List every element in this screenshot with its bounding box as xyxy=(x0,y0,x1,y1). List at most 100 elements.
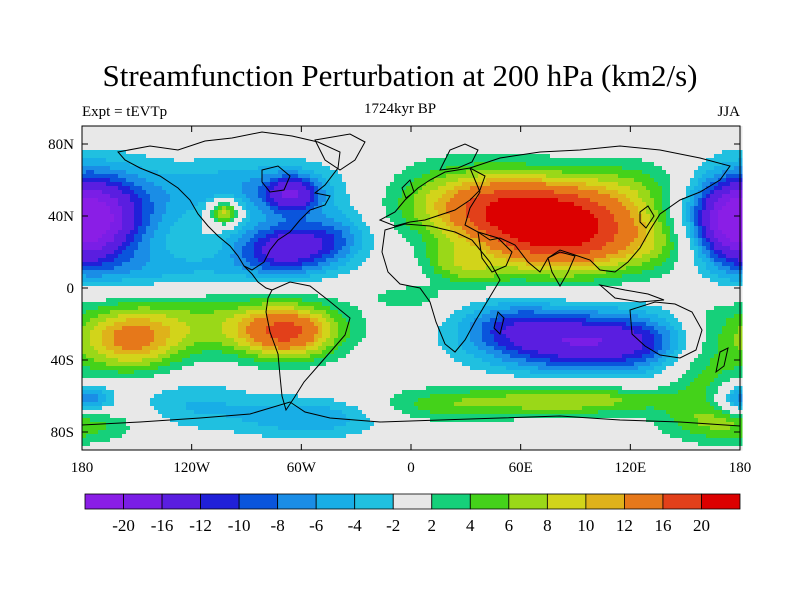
field-cell xyxy=(186,170,191,175)
field-cell xyxy=(174,146,179,151)
field-cell xyxy=(290,266,295,271)
field-cell xyxy=(274,290,279,295)
field-cell xyxy=(278,174,283,179)
field-cell xyxy=(182,398,187,403)
field-cell xyxy=(178,270,183,275)
field-cell xyxy=(198,178,203,183)
field-cell xyxy=(94,398,99,403)
field-cell xyxy=(90,202,95,207)
field-cell xyxy=(82,338,87,343)
field-cell xyxy=(210,142,215,147)
field-cell xyxy=(246,326,251,331)
field-cell xyxy=(314,434,319,439)
field-cell xyxy=(230,238,235,243)
field-cell xyxy=(322,362,327,367)
field-cell xyxy=(110,442,115,447)
field-cell xyxy=(302,406,307,411)
field-cell xyxy=(206,170,211,175)
field-cell xyxy=(122,426,127,431)
field-cell xyxy=(210,174,215,179)
field-cell xyxy=(218,370,223,375)
field-cell xyxy=(206,338,211,343)
field-cell xyxy=(270,134,275,139)
field-cell xyxy=(282,134,287,139)
field-cell xyxy=(106,294,111,299)
field-cell xyxy=(226,286,231,291)
field-cell xyxy=(98,354,103,359)
field-cell xyxy=(82,342,87,347)
field-cell xyxy=(94,362,99,367)
field-cell xyxy=(190,350,195,355)
field-cell xyxy=(82,238,87,243)
field-cell xyxy=(314,374,319,379)
field-cell xyxy=(226,262,231,267)
field-cell xyxy=(186,198,191,203)
field-cell xyxy=(298,146,303,151)
field-cell xyxy=(218,314,223,319)
field-cell xyxy=(110,282,115,287)
field-cell xyxy=(226,150,231,155)
field-cell xyxy=(162,270,167,275)
field-cell xyxy=(198,390,203,395)
field-cell xyxy=(134,350,139,355)
field-cell xyxy=(130,214,135,219)
field-cell xyxy=(298,398,303,403)
field-cell xyxy=(114,406,119,411)
field-cell xyxy=(214,154,219,159)
field-cell xyxy=(282,170,287,175)
field-cell xyxy=(298,394,303,399)
field-cell xyxy=(114,250,119,255)
field-cell xyxy=(322,278,327,283)
field-cell xyxy=(202,306,207,311)
field-cell xyxy=(102,294,107,299)
field-cell xyxy=(294,162,299,167)
field-cell xyxy=(162,218,167,223)
field-cell xyxy=(186,382,191,387)
field-cell xyxy=(306,234,311,239)
field-cell xyxy=(298,426,303,431)
field-cell xyxy=(122,362,127,367)
field-cell xyxy=(178,258,183,263)
field-cell xyxy=(174,250,179,255)
field-cell xyxy=(130,130,135,135)
field-cell xyxy=(82,314,87,319)
field-cell xyxy=(238,150,243,155)
field-cell xyxy=(250,334,255,339)
field-cell xyxy=(254,378,259,383)
field-cell xyxy=(166,250,171,255)
field-cell xyxy=(282,286,287,291)
field-cell xyxy=(266,202,271,207)
field-cell xyxy=(242,150,247,155)
field-cell xyxy=(154,358,159,363)
field-cell xyxy=(174,182,179,187)
field-cell xyxy=(198,262,203,267)
field-cell xyxy=(266,306,271,311)
field-cell xyxy=(226,134,231,139)
field-cell xyxy=(322,330,327,335)
field-cell xyxy=(234,210,239,215)
field-cell xyxy=(302,366,307,371)
field-cell xyxy=(242,206,247,211)
field-cell xyxy=(102,338,107,343)
field-cell xyxy=(146,306,151,311)
field-cell xyxy=(206,226,211,231)
field-cell xyxy=(130,318,135,323)
field-cell xyxy=(310,206,315,211)
field-cell xyxy=(230,402,235,407)
field-cell xyxy=(206,390,211,395)
field-cell xyxy=(258,370,263,375)
field-cell xyxy=(218,442,223,447)
field-cell xyxy=(82,218,87,223)
field-cell xyxy=(242,362,247,367)
field-cell xyxy=(202,190,207,195)
field-cell xyxy=(322,366,327,371)
field-cell xyxy=(250,262,255,267)
field-cell xyxy=(238,362,243,367)
field-cell xyxy=(82,130,87,135)
field-cell xyxy=(290,242,295,247)
field-cell xyxy=(226,294,231,299)
field-cell xyxy=(318,190,323,195)
field-cell xyxy=(226,138,231,143)
field-cell xyxy=(242,374,247,379)
field-cell xyxy=(286,254,291,259)
